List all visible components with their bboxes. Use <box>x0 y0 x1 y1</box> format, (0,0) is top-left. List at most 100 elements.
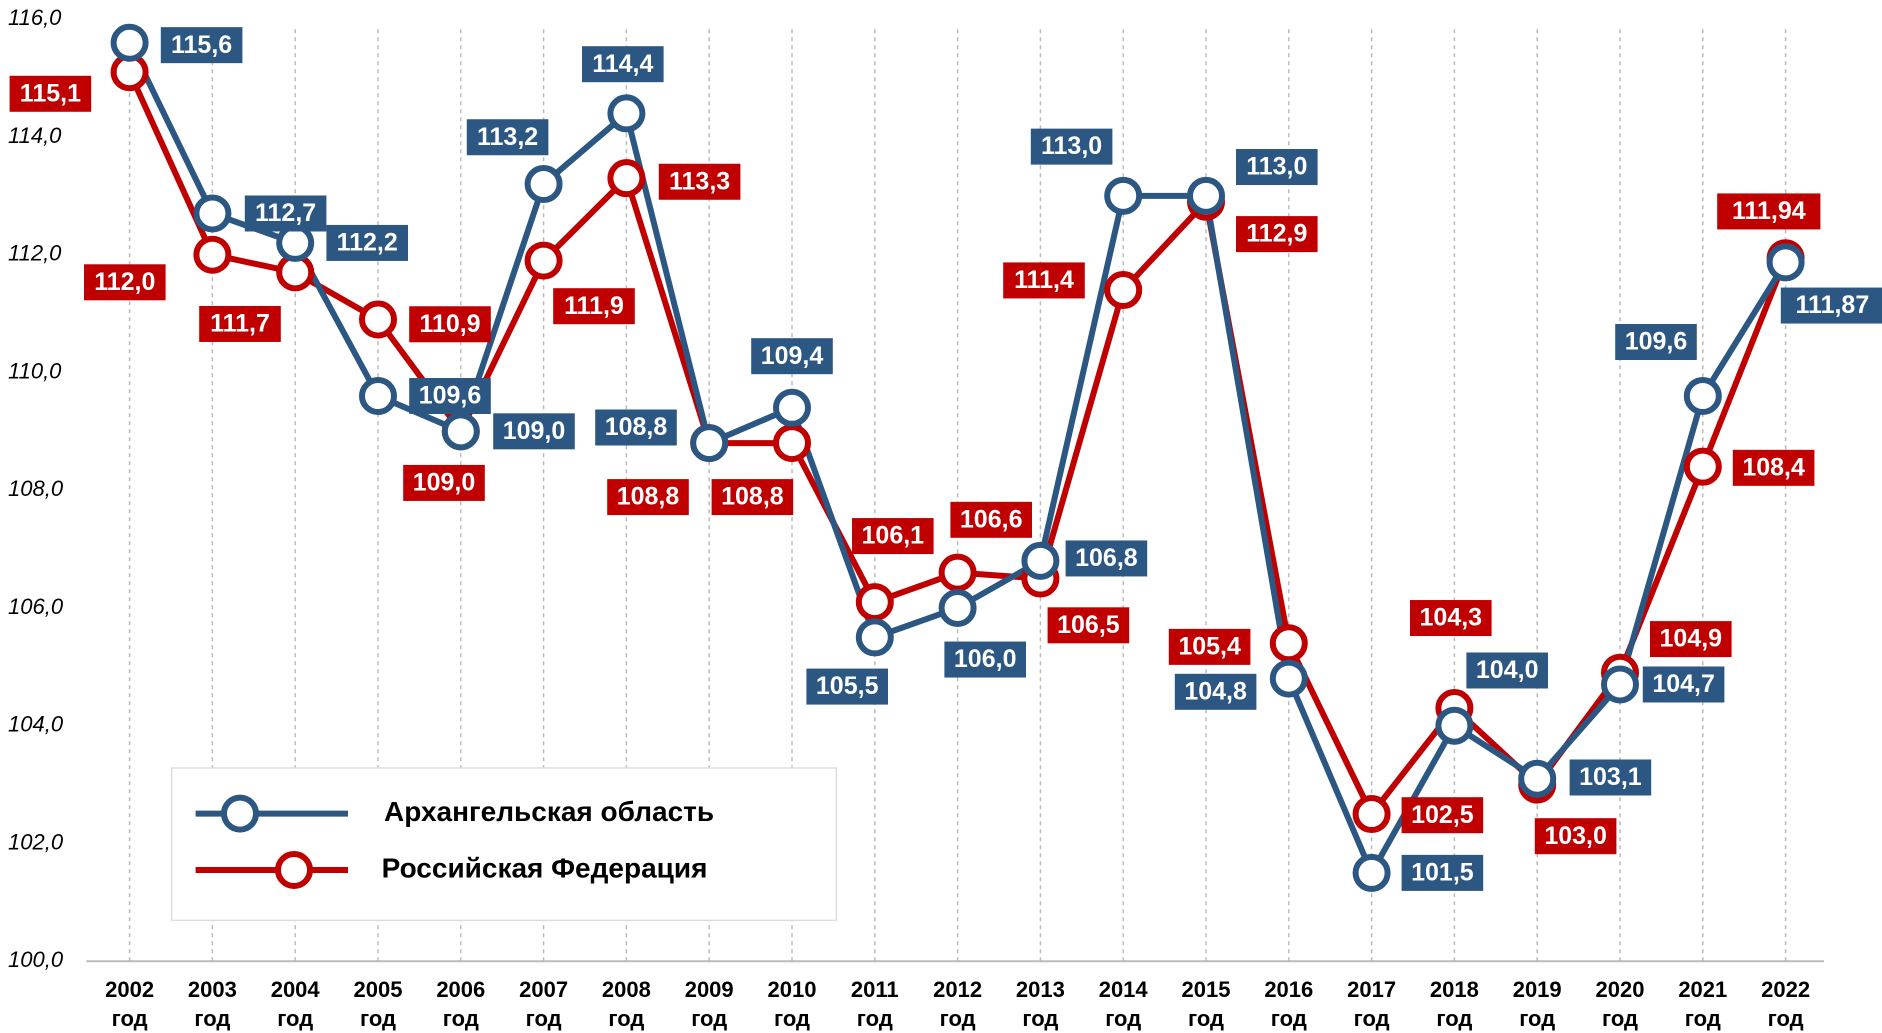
data-label-box <box>944 641 1026 678</box>
data-label-box <box>326 224 408 261</box>
data-label-box <box>9 75 92 112</box>
data-label: 106,0 <box>954 645 1017 673</box>
data-label: 104,8 <box>1184 677 1247 705</box>
x-tick-label: 2019 год <box>1512 977 1562 1032</box>
y-tick-label: 102,0 <box>8 829 64 854</box>
legend-box <box>170 767 838 922</box>
marker <box>1352 853 1391 892</box>
data-label: 108,8 <box>605 413 668 441</box>
data-label-box <box>1569 759 1652 796</box>
data-label-box <box>493 413 575 450</box>
x-tick-label: 2021 год <box>1678 977 1728 1032</box>
marker <box>773 388 811 427</box>
data-label-box <box>1003 262 1085 299</box>
x-tick-label: 2012 год <box>933 977 983 1032</box>
marker <box>855 618 894 657</box>
marker <box>1269 624 1308 663</box>
data-label: 113,2 <box>477 123 538 151</box>
data-label: 102,5 <box>1411 801 1474 829</box>
data-label: 104,9 <box>1660 625 1723 653</box>
data-label: 112,7 <box>255 199 316 227</box>
x-tick-label: 2003 год <box>187 977 237 1032</box>
data-label-box <box>1236 216 1318 253</box>
x-tick-label: 2018 год <box>1429 977 1479 1032</box>
data-label: 113,0 <box>1041 132 1102 160</box>
data-label-box <box>1466 652 1548 689</box>
marker <box>1352 795 1391 834</box>
data-label-box <box>244 195 327 232</box>
data-label-box <box>403 464 485 501</box>
y-tick-label: 104,0 <box>8 712 64 737</box>
data-label-box <box>160 27 243 64</box>
data-label: 111,87 <box>1796 291 1870 319</box>
x-tick-label: 2010 год <box>767 977 817 1032</box>
data-label-box <box>806 668 888 705</box>
data-label-box <box>1732 449 1815 486</box>
data-label: 103,0 <box>1544 822 1607 850</box>
x-tick-label: 2008 год <box>601 977 651 1032</box>
marker <box>855 583 894 622</box>
marker <box>1683 377 1722 415</box>
legend-label: Архангельская область <box>384 796 714 827</box>
data-label-box <box>409 378 491 414</box>
marker <box>524 165 563 204</box>
legend-marker <box>221 794 259 833</box>
data-label-box <box>1717 193 1821 230</box>
x-tick-label: 2017 год <box>1347 977 1397 1032</box>
data-label-box <box>1650 621 1732 658</box>
data-label: 109,4 <box>761 342 824 370</box>
y-tick-label: 114,0 <box>8 123 62 148</box>
data-label: 105,5 <box>816 672 879 700</box>
marker <box>1683 447 1722 486</box>
marker <box>1187 176 1225 215</box>
x-tick-label: 2016 год <box>1264 977 1314 1032</box>
x-tick-label: 2006 год <box>436 977 486 1032</box>
data-label: 106,1 <box>862 522 925 550</box>
data-label: 106,8 <box>1075 544 1138 572</box>
data-label-box <box>84 264 166 301</box>
x-tick-label: 2020 год <box>1595 977 1645 1032</box>
data-label: 114,4 <box>592 50 653 78</box>
data-label-box <box>1534 818 1617 855</box>
y-tick-label: 108,0 <box>8 476 64 501</box>
y-tick-label: 110,0 <box>8 358 62 383</box>
marker <box>441 412 480 451</box>
data-label: 112,9 <box>1246 220 1307 248</box>
marker <box>276 223 315 262</box>
data-label: 105,4 <box>1178 632 1241 660</box>
data-label: 111,94 <box>1732 197 1806 225</box>
data-label-box <box>950 501 1032 538</box>
marker <box>1435 706 1474 745</box>
data-label-box <box>1615 324 1697 360</box>
y-tick-label: 106,0 <box>8 594 64 619</box>
data-label: 108,8 <box>721 483 784 511</box>
x-tick-label: 2011 год <box>850 977 899 1032</box>
data-label-box <box>711 479 794 516</box>
data-label: 101,5 <box>1411 858 1474 886</box>
data-label: 115,1 <box>20 79 81 107</box>
data-label-box <box>199 305 281 342</box>
x-tick-label: 2009 год <box>684 977 734 1032</box>
data-label-box <box>1401 797 1484 834</box>
x-tick-label: 2015 год <box>1181 977 1231 1032</box>
marker <box>1269 659 1308 698</box>
data-label: 109,6 <box>419 382 482 410</box>
data-label: 109,0 <box>503 417 566 445</box>
marker <box>1766 243 1805 282</box>
y-tick-label: 112,0 <box>8 241 62 266</box>
marker <box>607 159 646 198</box>
data-label: 106,5 <box>1057 611 1120 639</box>
data-label: 113,0 <box>1246 153 1307 181</box>
data-label-box <box>1401 854 1484 891</box>
data-label: 111,7 <box>210 310 270 338</box>
marker <box>359 300 397 339</box>
marker <box>773 424 811 463</box>
data-label-box <box>658 163 741 200</box>
data-label-box <box>1174 673 1257 710</box>
x-tick-label: 2004 год <box>270 977 320 1032</box>
marker <box>1104 271 1143 310</box>
marker <box>359 377 397 415</box>
data-label: 103,1 <box>1579 763 1642 791</box>
legend-marker <box>275 851 313 889</box>
marker <box>1021 541 1060 580</box>
